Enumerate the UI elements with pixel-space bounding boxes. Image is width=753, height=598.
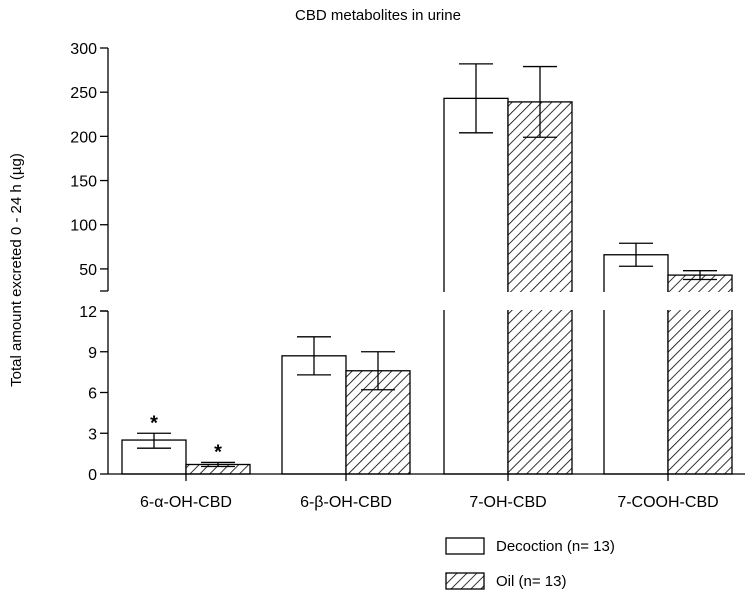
y-lower-tick-label: 6 — [88, 386, 97, 403]
y-lower-tick-label: 12 — [79, 304, 97, 321]
legend-swatch — [445, 572, 485, 590]
bar — [603, 310, 669, 475]
x-tick-label: 7-OH-CBD — [469, 494, 546, 511]
y-upper-tick-label: 150 — [70, 174, 97, 191]
y-upper-tick-label: 250 — [70, 85, 97, 102]
y-lower-tick-label: 9 — [88, 345, 97, 362]
bar — [281, 355, 347, 475]
y-upper-tick-label: 100 — [70, 218, 97, 235]
y-axis-label: Total amount excreted 0 - 24 h (µg) — [8, 153, 25, 387]
legend-label: Oil (n= 13) — [496, 573, 566, 590]
x-tick-label: 6-α-OH-CBD — [140, 494, 232, 511]
x-tick-label: 6-β-OH-CBD — [300, 494, 392, 511]
bars-layer: ** — [121, 63, 733, 475]
bar — [667, 274, 733, 292]
legend-swatch — [445, 537, 485, 555]
bar — [507, 310, 573, 475]
bar — [667, 310, 733, 475]
y-upper-tick-label: 50 — [79, 262, 97, 279]
y-upper-tick-label: 300 — [70, 41, 97, 58]
legend: Decoction (n= 13) Oil (n= 13) — [445, 537, 615, 590]
y-lower-tick-label: 3 — [88, 426, 97, 443]
y-upper-tick-label: 200 — [70, 129, 97, 146]
x-tick-label: 7-COOH-CBD — [617, 494, 718, 511]
y-lower-tick-label: 0 — [88, 467, 97, 484]
legend-label: Decoction (n= 13) — [496, 538, 615, 555]
axes-layer: 50 100 150 200 250 300 0 3 6 9 12 6-α-OH-CBD 6-β-OH-… — [70, 41, 745, 511]
chart-title: CBD metabolites in urine — [295, 7, 461, 24]
bar — [443, 310, 509, 475]
significance-marker: * — [214, 441, 222, 463]
significance-marker: * — [150, 412, 158, 434]
